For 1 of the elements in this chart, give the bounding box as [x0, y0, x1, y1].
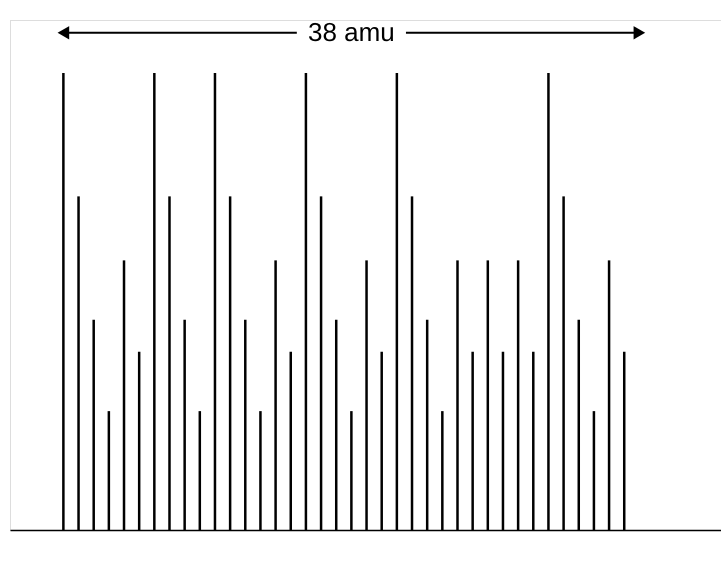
text: 38 amu: [308, 16, 395, 47]
